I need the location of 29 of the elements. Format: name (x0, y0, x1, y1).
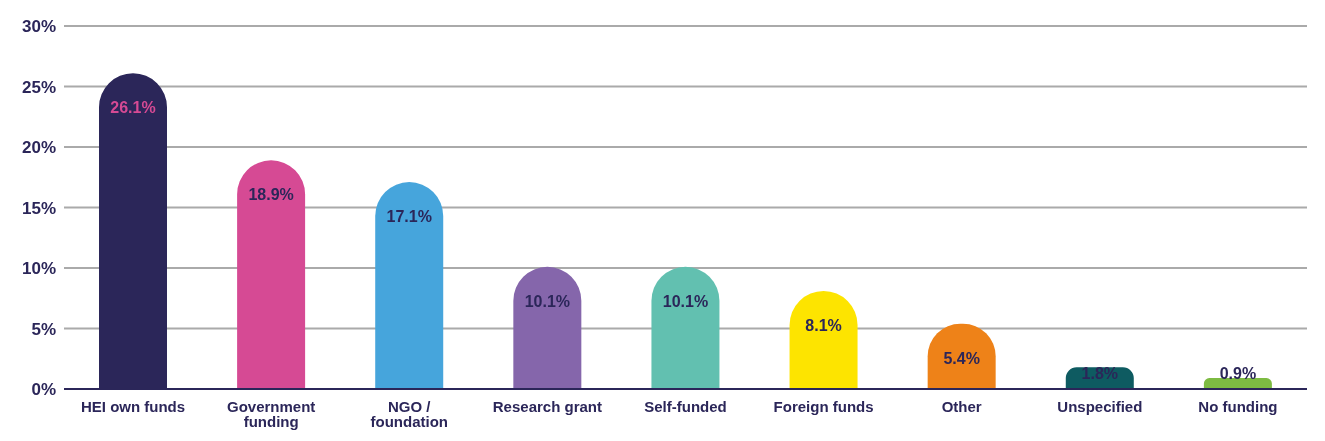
y-tick-label: 25% (21, 77, 56, 97)
x-tick-label: Foreign funds (773, 397, 874, 415)
x-tick-label: Government funding (226, 397, 316, 430)
y-tick-label: 15% (21, 198, 56, 218)
bar (651, 266, 720, 389)
data-label: 17.1% (386, 208, 432, 226)
x-tick-label: NGO / foundation (370, 397, 449, 430)
x-tick-label: Unspecified (1057, 397, 1143, 415)
bar (375, 182, 444, 389)
y-tick-label: 30% (21, 17, 56, 37)
x-tick-label: HEI own funds (80, 397, 186, 415)
y-tick-label: 0% (31, 380, 56, 400)
x-tick-label: Research grant (492, 397, 602, 415)
data-label: 0.9% (1219, 365, 1257, 382)
y-tick-label: 20% (21, 138, 56, 158)
data-label: 26.1% (110, 99, 156, 117)
y-tick-label: 10% (21, 259, 56, 279)
data-label: 5.4% (943, 349, 980, 367)
bar (237, 160, 306, 389)
data-label: 10.1% (524, 292, 571, 310)
data-label: 10.1% (662, 292, 709, 310)
y-tick-label: 5% (31, 319, 56, 339)
x-tick-label: Other (941, 397, 982, 415)
x-tick-label: No funding (1198, 397, 1278, 415)
bar (513, 266, 582, 389)
data-label: 18.9% (248, 186, 294, 204)
data-label: 1.8% (1081, 365, 1119, 382)
x-tick-label: Self-funded (644, 397, 727, 415)
data-label: 8.1% (805, 316, 842, 334)
